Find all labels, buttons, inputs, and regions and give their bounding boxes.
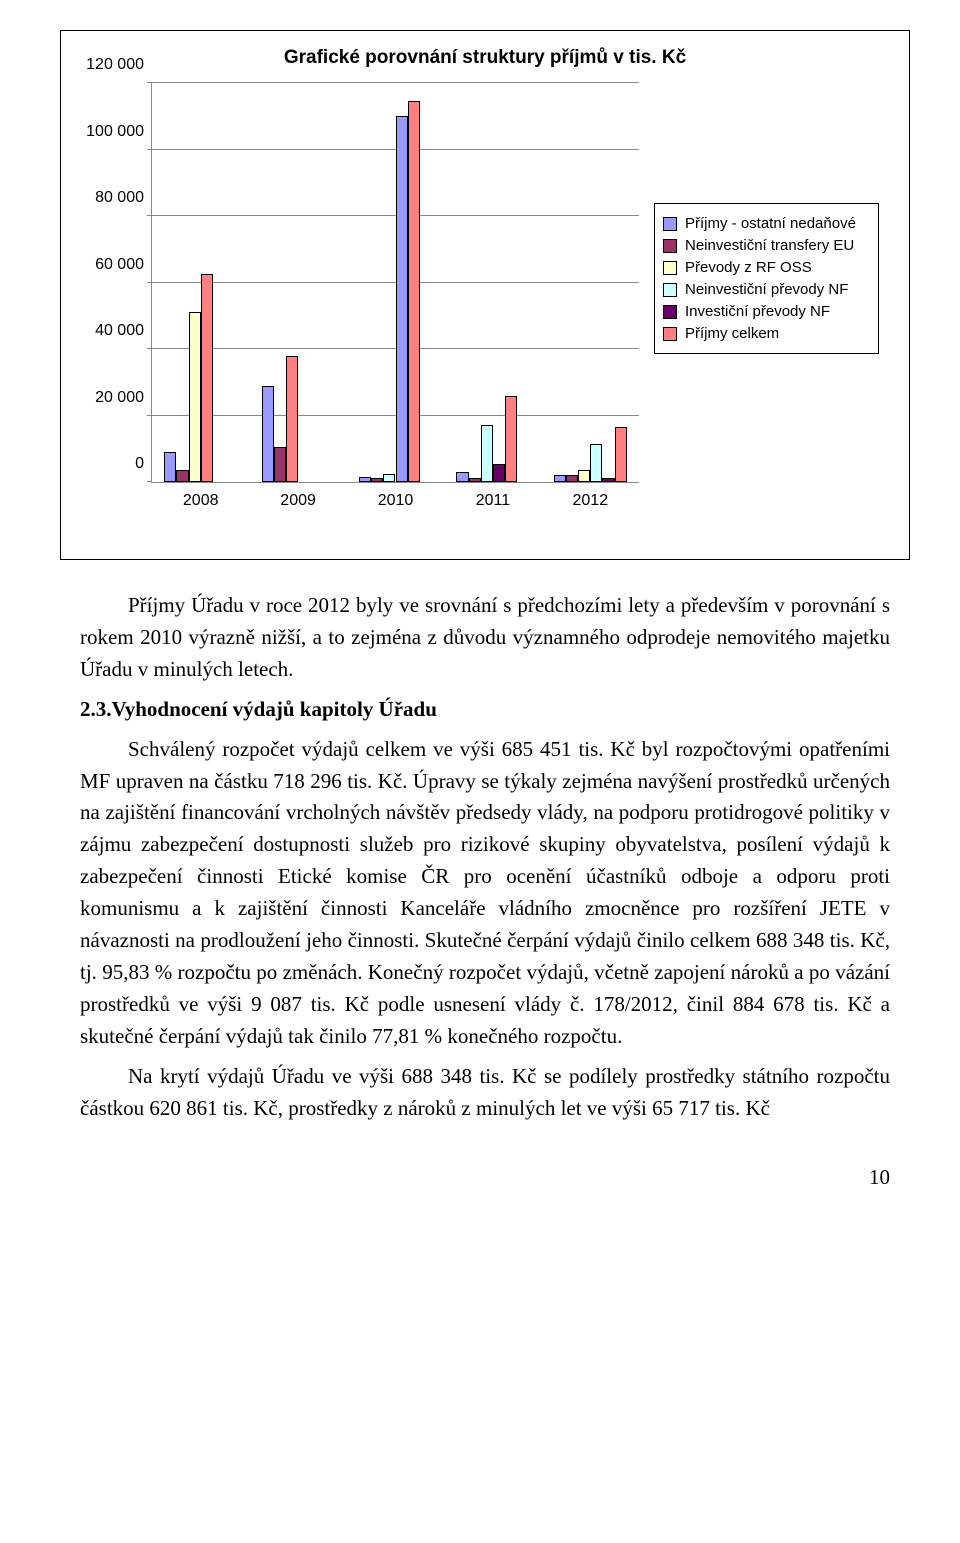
chart-bar	[456, 472, 468, 482]
legend-swatch	[663, 217, 677, 231]
y-axis-label: 120 000	[86, 56, 144, 74]
chart-plot: 020 00040 00060 00080 000100 000120 0002…	[151, 83, 639, 483]
legend-item: Příjmy celkem	[663, 325, 870, 342]
body-text: Příjmy Úřadu v roce 2012 byly ve srovnán…	[80, 590, 890, 1125]
y-axis-label: 20 000	[95, 389, 144, 407]
legend-swatch	[663, 261, 677, 275]
legend-item: Investiční převody NF	[663, 303, 870, 320]
chart-bar	[469, 478, 481, 482]
legend-item: Neinvestiční převody NF	[663, 281, 870, 298]
paragraph-1: Příjmy Úřadu v roce 2012 byly ve srovnán…	[80, 590, 890, 686]
chart-bar	[164, 452, 176, 482]
legend-swatch	[663, 327, 677, 341]
legend-label: Převody z RF OSS	[685, 259, 812, 276]
legend-label: Neinvestiční převody NF	[685, 281, 848, 298]
chart-bar	[505, 396, 517, 482]
chart-bar	[176, 470, 188, 482]
y-axis-label: 0	[135, 455, 144, 473]
chart-bar	[602, 478, 614, 482]
page-number: 10	[0, 1165, 890, 1190]
paragraph-3: Na krytí výdajů Úřadu ve výši 688 348 ti…	[80, 1061, 890, 1125]
chart-bar	[554, 475, 566, 482]
legend-swatch	[663, 239, 677, 253]
chart-bar	[286, 356, 298, 482]
chart-bar	[371, 478, 383, 482]
chart-bar	[396, 116, 408, 482]
x-axis-label: 2012	[573, 492, 609, 510]
legend-item: Příjmy - ostatní nedaňové	[663, 215, 870, 232]
legend-label: Příjmy celkem	[685, 325, 779, 342]
chart-bar	[590, 444, 602, 482]
y-axis-label: 100 000	[86, 123, 144, 141]
chart-bar	[201, 274, 213, 482]
section-heading: 2.3.Vyhodnocení výdajů kapitoly Úřadu	[80, 694, 890, 726]
chart-bar	[189, 312, 201, 482]
chart-bar	[408, 101, 420, 482]
chart-container: Grafické porovnání struktury příjmů v ti…	[60, 30, 910, 560]
chart-bar	[359, 477, 371, 482]
legend-swatch	[663, 305, 677, 319]
x-axis-label: 2010	[378, 492, 414, 510]
y-axis-label: 80 000	[95, 189, 144, 207]
legend-swatch	[663, 283, 677, 297]
chart-bar	[566, 475, 578, 482]
chart-bar	[481, 425, 493, 482]
chart-title: Grafické porovnání struktury příjmů v ti…	[81, 47, 889, 69]
x-axis-label: 2008	[183, 492, 219, 510]
x-axis-label: 2011	[476, 492, 510, 510]
legend-item: Převody z RF OSS	[663, 259, 870, 276]
chart-bar	[383, 474, 395, 482]
chart-bar	[274, 447, 286, 482]
legend-label: Neinvestiční transfery EU	[685, 237, 854, 254]
chart-bar	[493, 464, 505, 482]
chart-legend: Příjmy - ostatní nedaňové Neinvestiční tr…	[654, 203, 879, 354]
chart-bar	[615, 427, 627, 482]
legend-label: Příjmy - ostatní nedaňové	[685, 215, 856, 232]
chart-bar	[262, 386, 274, 482]
y-axis-label: 40 000	[95, 322, 144, 340]
chart-area: 020 00040 00060 00080 000100 000120 0002…	[151, 83, 879, 523]
legend-label: Investiční převody NF	[685, 303, 830, 320]
y-axis-label: 60 000	[95, 256, 144, 274]
legend-item: Neinvestiční transfery EU	[663, 237, 870, 254]
x-axis-label: 2009	[280, 492, 316, 510]
chart-bar	[578, 470, 590, 482]
paragraph-2: Schválený rozpočet výdajů celkem ve výši…	[80, 734, 890, 1053]
